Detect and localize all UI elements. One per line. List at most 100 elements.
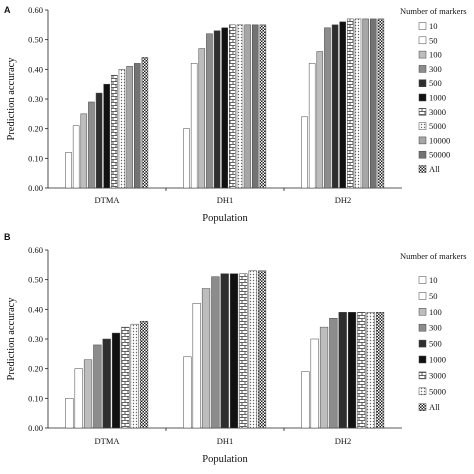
legend-label: 3000 [429,107,446,117]
legend-label: 300 [429,64,442,74]
bar-dh1-500 [213,30,221,189]
legend-label: 100 [429,307,442,317]
legend-swatch [418,79,427,87]
bar-dh2-all [375,312,385,429]
y-tick-label: 0.40 [28,304,43,314]
bar-dh2-500 [338,312,347,429]
legend-swatch [418,93,427,102]
bar-dh1-50 [192,303,201,429]
legend-label: 50 [429,291,438,301]
legend-swatch [418,108,427,116]
bar-dtma-50 [72,125,80,189]
bar-dh2-300 [324,27,331,189]
legend-swatch [418,36,427,45]
bar-dtma-1000 [103,83,110,189]
bar-dtma-3000 [111,75,118,189]
bar-dh2-300 [329,317,338,429]
bar-dtma-1000 [111,332,121,429]
bar-dh1-300 [206,33,213,189]
bar-dh1-50000 [251,24,259,189]
bar-dh2-10 [301,116,308,189]
panel-a: A 0.00 0.10 0.20 0.30 0.40 0.50 0.60 Prediction … [4,5,467,224]
y-tick-label: 0.10 [28,153,43,163]
legend-label: 3000 [429,370,446,380]
legend-swatch [418,22,427,30]
y-tick-label: 0.20 [28,124,43,134]
legend-swatch [418,136,427,145]
y-tick-label: 0.20 [28,364,43,374]
legend-label: All [429,402,441,412]
x-tick-label: DTMA [94,195,120,205]
y-tick-label: 0.60 [28,245,43,255]
bar-dtma-all [139,320,149,429]
bar-dh2-10 [301,371,310,429]
bar-dh1-10 [183,128,190,189]
bar-dh2-500 [331,24,339,189]
legend-label: 1000 [429,355,446,365]
bar-dh2-all [377,18,385,189]
x-tick-label: DH1 [217,195,234,205]
legend-label: 500 [429,78,442,88]
y-axis-title: Prediction accuracy [6,57,17,141]
y-tick-label: 0.50 [28,275,43,285]
bar-dh2-5000 [366,312,375,429]
y-tick-label: 0.30 [28,334,43,344]
panel-label: B [4,232,11,242]
bar-dh1-100 [198,48,206,189]
legend-swatch [418,339,427,348]
bar-dtma-500 [102,338,111,429]
bar-dh2-3000 [347,18,354,189]
bar-dh1-100 [201,288,211,429]
bar-dh1-500 [220,273,229,429]
legend-swatch [418,165,427,173]
bar-dh1-300 [211,276,220,429]
bar-dh1-10000 [244,24,251,189]
bar-dh2-5000 [354,18,362,189]
bar-dtma-10000 [126,66,133,189]
legend-swatch [418,403,427,411]
x-tick-label: DH1 [217,436,234,446]
legend-label: 500 [429,339,442,349]
y-tick-label: 0.30 [28,94,43,104]
x-tick-label: DH2 [335,436,352,446]
x-axis-title: Population [202,213,248,224]
legend-swatch [418,308,427,316]
legend-label: 50 [429,35,438,45]
bar-dtma-100 [83,359,93,429]
legend-label: 10 [429,21,438,31]
bar-dh2-100 [319,326,329,429]
legend-label: 300 [429,323,442,333]
legend-swatch [418,355,427,364]
bar-dh1-10 [183,356,192,429]
bar-dh2-1000 [339,21,346,189]
bar-dh1-1000 [229,273,239,429]
y-tick-label: 0.00 [28,423,43,433]
bar-dh2-10000 [362,18,369,189]
x-axis-title: Population [202,454,248,465]
bar-dtma-50000 [133,63,141,189]
bar-dtma-10 [65,152,72,189]
bar-dtma-all [141,57,149,189]
bar-dh1-1000 [221,27,228,189]
bar-dtma-300 [88,101,95,189]
bar-dh2-100 [316,51,324,189]
y-axis-title: Prediction accuracy [6,297,17,381]
bar-dh2-1000 [347,312,357,429]
bar-dtma-3000 [121,326,130,429]
y-tick-label: 0.40 [28,64,43,74]
bar-dh1-all [257,270,267,429]
bar-dtma-5000 [130,323,139,429]
legend-swatch [418,50,427,59]
bar-dtma-300 [93,344,102,429]
bar-dtma-100 [80,113,88,189]
bar-dh1-all [259,24,267,189]
bar-dh1-50 [190,63,198,189]
legend-swatch [418,150,427,159]
bar-dtma-50 [74,368,83,429]
legend-swatch [418,292,427,300]
legend-swatch [418,387,427,396]
bar-dtma-10 [65,398,74,429]
legend-label: 5000 [429,386,446,396]
legend-label: All [429,164,441,174]
